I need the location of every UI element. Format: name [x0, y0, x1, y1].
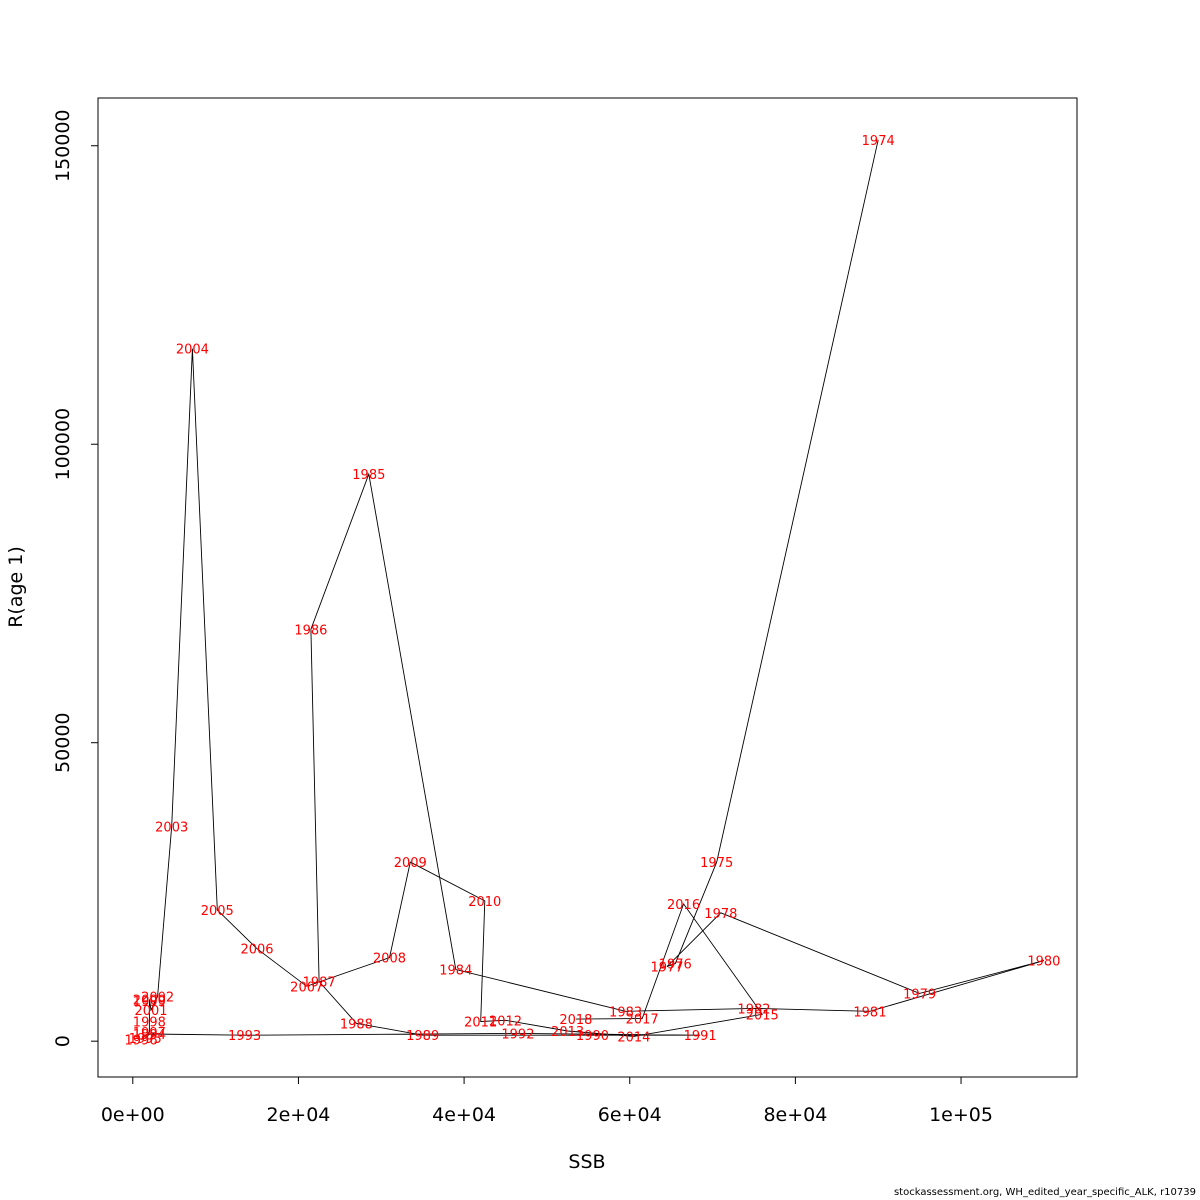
x-tick-label: 0e+00 [101, 1104, 165, 1126]
year-label-2008: 2008 [373, 952, 406, 967]
series-trajectory [140, 139, 1045, 1040]
year-label-2005: 2005 [201, 904, 234, 919]
x-tick-label: 4e+04 [432, 1104, 496, 1126]
year-label-1991: 1991 [684, 1029, 717, 1044]
year-label-1982: 1982 [737, 1002, 770, 1017]
year-label-2000: 2000 [133, 993, 166, 1008]
footer-caption: stockassessment.org, WH_edited_year_spec… [893, 1187, 1196, 1198]
year-label-2010: 2010 [468, 895, 501, 910]
year-label-2017: 2017 [626, 1012, 659, 1027]
year-label-2014: 2014 [617, 1030, 650, 1045]
year-label-1977: 1977 [650, 961, 683, 976]
year-label-1995: 1995 [129, 1032, 162, 1047]
y-axis-title: R(age 1) [5, 546, 27, 628]
x-tick-label: 2e+04 [267, 1104, 331, 1126]
year-label-2009: 2009 [394, 856, 427, 871]
year-label-1980: 1980 [1027, 955, 1060, 970]
year-label-2013: 2013 [551, 1025, 584, 1040]
year-label-2006: 2006 [240, 943, 273, 958]
year-label-1981: 1981 [853, 1005, 886, 1020]
year-label-2001: 2001 [134, 1004, 167, 1019]
x-tick-label: 1e+05 [929, 1104, 993, 1126]
year-label-1999: 1999 [133, 995, 166, 1010]
year-label-1994: 1994 [133, 1028, 166, 1043]
y-axis: 0 50000 100000 150000 [52, 109, 99, 1047]
year-label-2011: 2011 [464, 1015, 497, 1030]
year-label-2004: 2004 [176, 343, 209, 358]
x-axis: 0e+00 2e+04 4e+04 6e+04 8e+04 1e+05 [101, 1076, 993, 1126]
year-label-1976: 1976 [659, 958, 692, 973]
series-line [140, 139, 1045, 1040]
year-label-2012: 2012 [489, 1014, 522, 1029]
y-tick-label: 100000 [52, 408, 74, 481]
year-label-1993: 1993 [228, 1029, 261, 1044]
year-label-2003: 2003 [155, 820, 188, 835]
year-label-2015: 2015 [746, 1008, 779, 1023]
year-label-1978: 1978 [704, 907, 737, 922]
year-label-1997: 1997 [133, 1026, 166, 1041]
year-label-1984: 1984 [439, 964, 472, 979]
year-label-1975: 1975 [700, 856, 733, 871]
year-label-1996: 1996 [125, 1033, 158, 1048]
year-label-2016: 2016 [667, 898, 700, 913]
year-label-1989: 1989 [406, 1029, 439, 1044]
year-label-2007: 2007 [290, 980, 323, 995]
year-label-1992: 1992 [501, 1027, 534, 1042]
year-label-1985: 1985 [352, 468, 385, 483]
x-tick-label: 8e+04 [763, 1104, 827, 1126]
y-tick-label: 0 [52, 1035, 74, 1047]
year-label-1986: 1986 [294, 623, 327, 638]
y-tick-label: 50000 [52, 712, 74, 772]
x-axis-title: SSB [568, 1151, 605, 1173]
year-label-1987: 1987 [303, 975, 336, 990]
year-label-1983: 1983 [609, 1005, 642, 1020]
year-label-1988: 1988 [340, 1017, 373, 1032]
year-label-1998: 1998 [133, 1015, 166, 1030]
year-label-1979: 1979 [903, 987, 936, 1002]
year-label-1974: 1974 [862, 134, 895, 149]
y-tick-label: 150000 [52, 109, 74, 182]
year-label-2002: 2002 [141, 990, 174, 1005]
x-tick-label: 6e+04 [598, 1104, 662, 1126]
plot-frame [97, 97, 1078, 1078]
year-label-1990: 1990 [576, 1029, 609, 1044]
year-label-2018: 2018 [559, 1013, 592, 1028]
